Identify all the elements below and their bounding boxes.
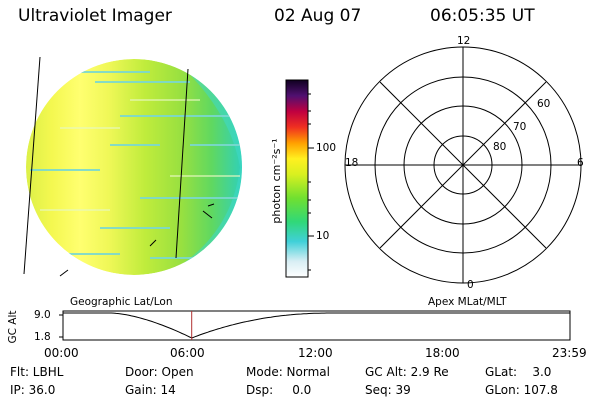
polar-plot — [344, 46, 582, 284]
instrument-title: Ultraviolet Imager — [18, 6, 172, 26]
uv-image-disk — [26, 59, 242, 275]
colorbar — [285, 79, 314, 278]
timeline-ytick-9: 9.0 — [34, 309, 51, 321]
timeline-right-title: Apex MLat/MLT — [428, 296, 507, 308]
polar-label-12: 12 — [457, 35, 471, 47]
timeline-ytick-1-8: 1.8 — [34, 331, 51, 343]
timeline-xtick-1: 06:00 — [170, 346, 205, 360]
polar-label-6: 6 — [577, 157, 584, 169]
polar-lat-60: 60 — [537, 98, 551, 110]
timeline-xtick-3: 18:00 — [425, 346, 460, 360]
footer-gc-alt: GC Alt: 2.9 Re — [365, 365, 449, 379]
footer-seq: Seq: 39 — [365, 383, 411, 397]
colorbar-unit-label: photon cm⁻²s⁻¹ — [270, 138, 283, 224]
image-edge-line-left — [23, 56, 41, 275]
timeline-left-title: Geographic Lat/Lon — [70, 296, 173, 308]
footer-gain: Gain: 14 — [125, 383, 176, 397]
polar-lat-70: 70 — [513, 121, 527, 133]
footer-glat: GLat: 3.0 — [485, 365, 552, 379]
date-label: 02 Aug 07 — [274, 6, 362, 26]
footer-mode: Mode: Normal — [246, 365, 330, 379]
footer-dsp: Dsp: 0.0 — [246, 383, 312, 397]
timeline-xtick-0: 00:00 — [44, 346, 79, 360]
polar-label-0: 0 — [467, 279, 474, 291]
polar-lat-80: 80 — [493, 141, 507, 153]
timeline-plot — [59, 310, 571, 341]
timeline-xtick-2: 12:00 — [298, 346, 333, 360]
colorbar-tick-10: 10 — [316, 230, 330, 242]
footer-ip: IP: 36.0 — [10, 383, 56, 397]
colorbar-tick-100: 100 — [316, 142, 337, 154]
footer-door: Door: Open — [125, 365, 194, 379]
footer-flt: Flt: LBHL — [10, 365, 64, 379]
time-label: 06:05:35 UT — [430, 6, 535, 26]
timeline-y-label: GC Alt — [7, 310, 19, 344]
image-edge-line-right — [175, 68, 189, 259]
gc-alt-curve — [63, 312, 570, 339]
timeline-xtick-4: 23:59 — [552, 346, 587, 360]
footer-glon: GLon: 107.8 — [485, 383, 558, 397]
polar-label-18: 18 — [345, 157, 359, 169]
